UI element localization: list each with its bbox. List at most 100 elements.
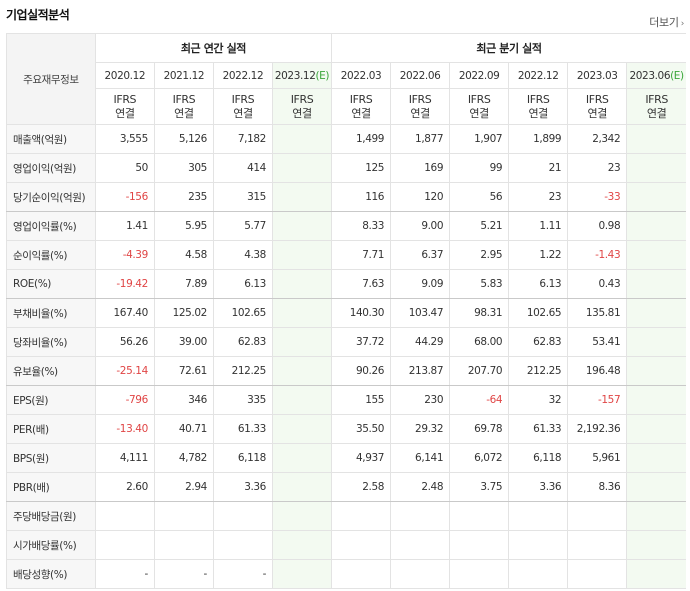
table-cell: 56.26 bbox=[94, 327, 155, 357]
table-cell: 62.83 bbox=[508, 327, 569, 357]
table-cell: 207.70 bbox=[449, 356, 510, 386]
row-label: 배당성향(%) bbox=[6, 559, 96, 589]
table-cell: 196.48 bbox=[567, 356, 628, 386]
consolidated-label: 연결 bbox=[587, 106, 608, 120]
period-header: 2022.03 bbox=[331, 62, 392, 89]
table-cell: 6,118 bbox=[212, 443, 273, 473]
table-cell: -33 bbox=[567, 182, 628, 212]
table-cell: 1,877 bbox=[390, 124, 451, 154]
ifrs-basis-header: IFRS 연결 bbox=[449, 88, 510, 125]
row-label: 당좌비율(%) bbox=[6, 327, 96, 357]
table-cell: 5,961 bbox=[567, 443, 628, 473]
table-cell: 2.95 bbox=[449, 240, 510, 270]
table-cell: - bbox=[212, 559, 273, 589]
table-cell: 335 bbox=[212, 385, 273, 415]
table-cell bbox=[567, 559, 628, 589]
consolidated-label: 연결 bbox=[174, 106, 194, 120]
table-cell bbox=[449, 530, 510, 560]
table-cell: 212.25 bbox=[212, 356, 273, 386]
ifrs-label: IFRS bbox=[231, 92, 255, 106]
table-cell: 61.33 bbox=[212, 414, 273, 444]
table-cell: 62.83 bbox=[212, 327, 273, 357]
table-cell: 2.94 bbox=[153, 472, 214, 502]
table-row: 유보율(%) -25.14 72.61 212.25 90.26 213.87 207.70… bbox=[6, 356, 686, 386]
table-cell: 414 bbox=[212, 153, 273, 183]
table-cell: 7.63 bbox=[331, 269, 392, 299]
table-cell: - bbox=[94, 559, 155, 589]
table-cell: 0.98 bbox=[567, 211, 628, 241]
table-cell bbox=[508, 501, 569, 531]
table-cell: -157 bbox=[567, 385, 628, 415]
table-cell: 305 bbox=[153, 153, 214, 183]
period-label: 2022.12 bbox=[517, 69, 559, 82]
table-cell: 23 bbox=[508, 182, 569, 212]
table-cell bbox=[271, 472, 333, 502]
table-cell: 0.43 bbox=[567, 269, 628, 299]
table-row: 당좌비율(%) 56.26 39.00 62.83 37.72 44.29 68.00 62.… bbox=[6, 327, 686, 357]
ifrs-label: IFRS bbox=[526, 92, 550, 106]
ifrs-basis-header: IFRS 연결 bbox=[271, 88, 333, 125]
table-cell: 1,899 bbox=[508, 124, 569, 154]
table-cell bbox=[508, 559, 569, 589]
row-label: PER(배) bbox=[6, 414, 96, 444]
period-header: 2021.12 bbox=[153, 62, 214, 89]
table-cell: 125 bbox=[331, 153, 392, 183]
table-cell: 6.13 bbox=[212, 269, 273, 299]
table-cell bbox=[626, 269, 686, 299]
table-cell bbox=[271, 124, 333, 154]
table-cell: 35.50 bbox=[331, 414, 392, 444]
ifrs-basis-header: IFRS 연결 bbox=[567, 88, 628, 125]
table-cell bbox=[626, 472, 686, 502]
table-row: ROE(%) -19.42 7.89 6.13 7.63 9.09 5.83 6.13 0.43 bbox=[6, 269, 686, 299]
table-cell: -4.39 bbox=[94, 240, 155, 270]
table-cell: 1.11 bbox=[508, 211, 569, 241]
table-cell bbox=[626, 153, 686, 183]
table-cell: 68.00 bbox=[449, 327, 510, 357]
row-label: 당기순이익(억원) bbox=[6, 182, 96, 212]
table-cell: 6,118 bbox=[508, 443, 569, 473]
table-cell: 4,937 bbox=[331, 443, 392, 473]
ifrs-basis-header: IFRS 연결 bbox=[153, 88, 214, 125]
consolidated-label: 연결 bbox=[115, 106, 135, 120]
table-cell: 50 bbox=[94, 153, 155, 183]
table-cell bbox=[626, 211, 686, 241]
table-cell: 4.38 bbox=[212, 240, 273, 270]
table-cell bbox=[626, 530, 686, 560]
table-cell: 3.36 bbox=[212, 472, 273, 502]
table-row: 순이익률(%) -4.39 4.58 4.38 7.71 6.37 2.95 1.22 -1.4… bbox=[6, 240, 686, 270]
table-cell bbox=[626, 182, 686, 212]
table-cell: 116 bbox=[331, 182, 392, 212]
table-cell bbox=[626, 240, 686, 270]
table-cell bbox=[331, 501, 392, 531]
more-link[interactable]: 더보기 › bbox=[649, 14, 684, 30]
table-cell: -156 bbox=[94, 182, 155, 212]
period-label: 2023.03 bbox=[576, 69, 618, 82]
period-label: 2022.09 bbox=[458, 69, 500, 82]
table-cell bbox=[271, 443, 333, 473]
table-cell: 72.61 bbox=[153, 356, 214, 386]
table-cell bbox=[271, 211, 333, 241]
table-cell: 40.71 bbox=[153, 414, 214, 444]
consolidated-label: 연결 bbox=[233, 106, 253, 120]
table-row: 영업이익(억원) 50 305 414 125 169 99 21 23 bbox=[6, 153, 686, 183]
table-cell bbox=[271, 269, 333, 299]
estimate-mark: (E) bbox=[315, 69, 330, 82]
table-cell: -13.40 bbox=[94, 414, 155, 444]
row-label: BPS(원) bbox=[6, 443, 96, 473]
ifrs-label: IFRS bbox=[408, 92, 432, 106]
table-cell: 4,782 bbox=[153, 443, 214, 473]
table-cell: 5.95 bbox=[153, 211, 214, 241]
table-cell: 69.78 bbox=[449, 414, 510, 444]
ifrs-label: IFRS bbox=[172, 92, 196, 106]
row-label: 주당배당금(원) bbox=[6, 501, 96, 531]
table-cell: 213.87 bbox=[390, 356, 451, 386]
row-label: PBR(배) bbox=[6, 472, 96, 502]
ifrs-label: IFRS bbox=[349, 92, 373, 106]
table-cell bbox=[212, 530, 273, 560]
table-cell: 167.40 bbox=[94, 298, 155, 328]
estimate-mark: (E) bbox=[670, 69, 684, 82]
period-header: 2020.12 bbox=[94, 62, 155, 89]
table-cell bbox=[390, 559, 451, 589]
row-label: ROE(%) bbox=[6, 269, 96, 299]
